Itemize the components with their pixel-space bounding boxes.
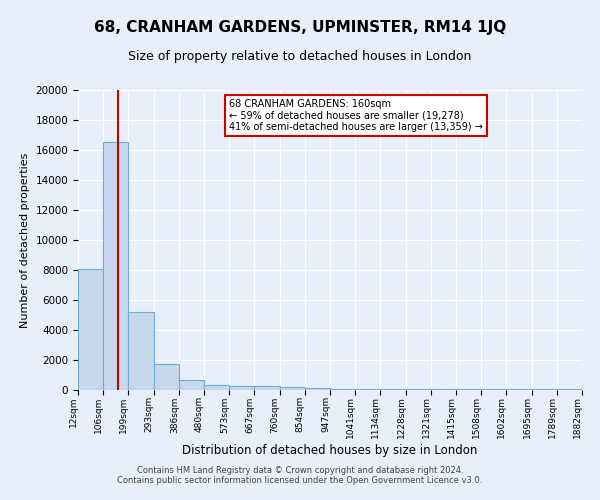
Bar [254,386,280,390]
Bar [128,312,154,390]
Bar [406,389,431,390]
Bar [506,389,532,390]
Bar [204,385,229,390]
Bar [280,387,305,390]
Bar [179,380,204,390]
Bar [481,389,506,390]
Bar [78,268,103,390]
Bar [431,389,456,390]
Bar [330,388,355,390]
Text: Size of property relative to detached houses in London: Size of property relative to detached ho… [128,50,472,63]
Bar [456,389,481,390]
Bar [229,386,254,390]
Bar [380,389,406,390]
Bar [103,142,128,390]
Bar [355,388,380,390]
Y-axis label: Number of detached properties: Number of detached properties [20,152,30,328]
Text: 68, CRANHAM GARDENS, UPMINSTER, RM14 1JQ: 68, CRANHAM GARDENS, UPMINSTER, RM14 1JQ [94,20,506,35]
Text: Contains HM Land Registry data © Crown copyright and database right 2024.
Contai: Contains HM Land Registry data © Crown c… [118,466,482,485]
Bar [154,364,179,390]
X-axis label: Distribution of detached houses by size in London: Distribution of detached houses by size … [182,444,478,457]
Bar [305,388,330,390]
Text: 68 CRANHAM GARDENS: 160sqm
← 59% of detached houses are smaller (19,278)
41% of : 68 CRANHAM GARDENS: 160sqm ← 59% of deta… [229,99,483,132]
